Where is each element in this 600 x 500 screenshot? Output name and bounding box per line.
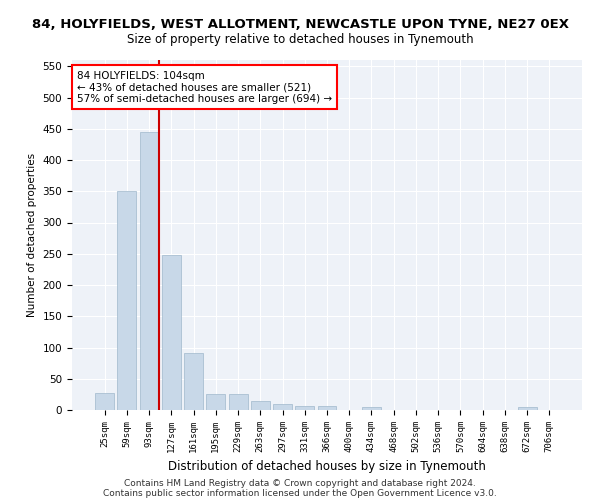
Text: Contains HM Land Registry data © Crown copyright and database right 2024.: Contains HM Land Registry data © Crown c… (124, 478, 476, 488)
Bar (229, 394, 248, 410)
Bar (184, 352, 203, 410)
Y-axis label: Number of detached properties: Number of detached properties (27, 153, 37, 317)
Bar (206, 394, 225, 410)
Bar (118, 191, 136, 410)
Bar (317, 406, 337, 410)
X-axis label: Distribution of detached houses by size in Tynemouth: Distribution of detached houses by size … (168, 460, 486, 473)
Text: 84 HOLYFIELDS: 104sqm
← 43% of detached houses are smaller (521)
57% of semi-det: 84 HOLYFIELDS: 104sqm ← 43% of detached … (77, 70, 332, 104)
Bar (518, 407, 536, 410)
Bar (295, 406, 314, 410)
Bar (140, 132, 158, 410)
Bar (362, 407, 381, 410)
Bar (251, 401, 270, 410)
Text: Size of property relative to detached houses in Tynemouth: Size of property relative to detached ho… (127, 32, 473, 46)
Text: 84, HOLYFIELDS, WEST ALLOTMENT, NEWCASTLE UPON TYNE, NE27 0EX: 84, HOLYFIELDS, WEST ALLOTMENT, NEWCASTL… (32, 18, 569, 30)
Bar (162, 255, 181, 410)
Text: Contains public sector information licensed under the Open Government Licence v3: Contains public sector information licen… (103, 488, 497, 498)
Bar (95, 393, 114, 410)
Bar (273, 404, 292, 410)
